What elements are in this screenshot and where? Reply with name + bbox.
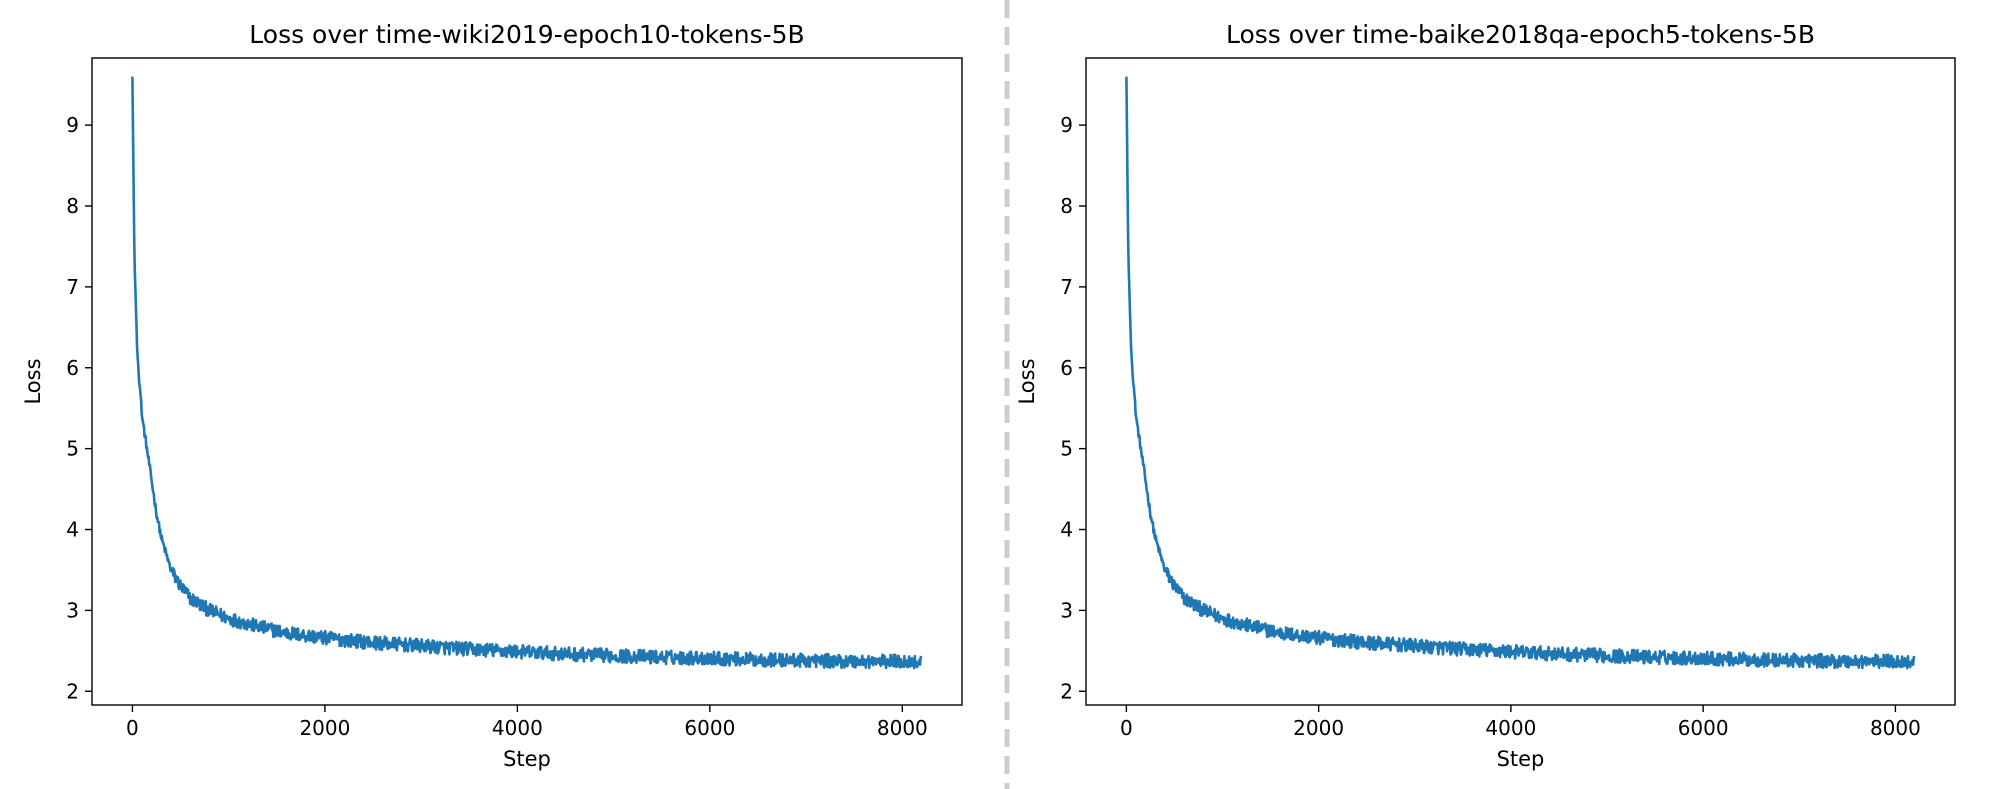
y-tick-label: 9	[1060, 113, 1073, 137]
y-tick-label: 5	[1060, 437, 1073, 461]
y-tick-label: 4	[1060, 518, 1073, 542]
y-tick-label: 8	[66, 194, 79, 218]
x-tick-label: 4000	[1485, 716, 1536, 740]
y-tick-label: 4	[66, 518, 79, 542]
x-tick-label: 0	[126, 716, 139, 740]
y-tick-label: 7	[1060, 275, 1073, 299]
y-tick-label: 8	[1060, 194, 1073, 218]
x-axis-label: Step	[503, 747, 551, 771]
chart-panel-right: 0 2000 4000 6000 8000 2 3 4 5 6 7 8 9 Loss over time-…	[1015, 20, 1956, 771]
y-tick-label: 2	[66, 679, 79, 703]
x-tick-label: 2000	[1293, 716, 1344, 740]
series-line	[131, 76, 923, 670]
y-tick-label: 3	[66, 598, 79, 622]
x-tick-label: 2000	[299, 716, 350, 740]
chart-title: Loss over time-baike2018qa-epoch5-tokens…	[1226, 20, 1815, 49]
y-axis-label: Loss	[1015, 358, 1039, 404]
plot-frame	[1085, 57, 1956, 706]
series-line	[1125, 76, 1916, 670]
y-tick-label: 6	[66, 356, 79, 380]
chart-panel-left: 0 2000 4000 6000 8000 2 3 4 5 6 7 8 9 Loss over time-…	[21, 20, 963, 771]
y-tick-label: 5	[66, 437, 79, 461]
chart-title: Loss over time-wiki2019-epoch10-tokens-5…	[249, 20, 804, 49]
y-tick-label: 6	[1060, 356, 1073, 380]
x-axis-label: Step	[1497, 747, 1545, 771]
y-tick-label: 2	[1060, 679, 1073, 703]
y-tick-label: 7	[66, 275, 79, 299]
plot-frame	[91, 57, 963, 706]
y-axis-label: Loss	[21, 358, 45, 404]
x-tick-label: 8000	[877, 716, 928, 740]
x-tick-label: 6000	[684, 716, 735, 740]
y-tick-label: 9	[66, 113, 79, 137]
x-tick-label: 0	[1120, 716, 1133, 740]
x-tick-label: 6000	[1678, 716, 1729, 740]
y-tick-label: 3	[1060, 598, 1073, 622]
x-tick-label: 8000	[1870, 716, 1921, 740]
x-tick-label: 4000	[492, 716, 543, 740]
